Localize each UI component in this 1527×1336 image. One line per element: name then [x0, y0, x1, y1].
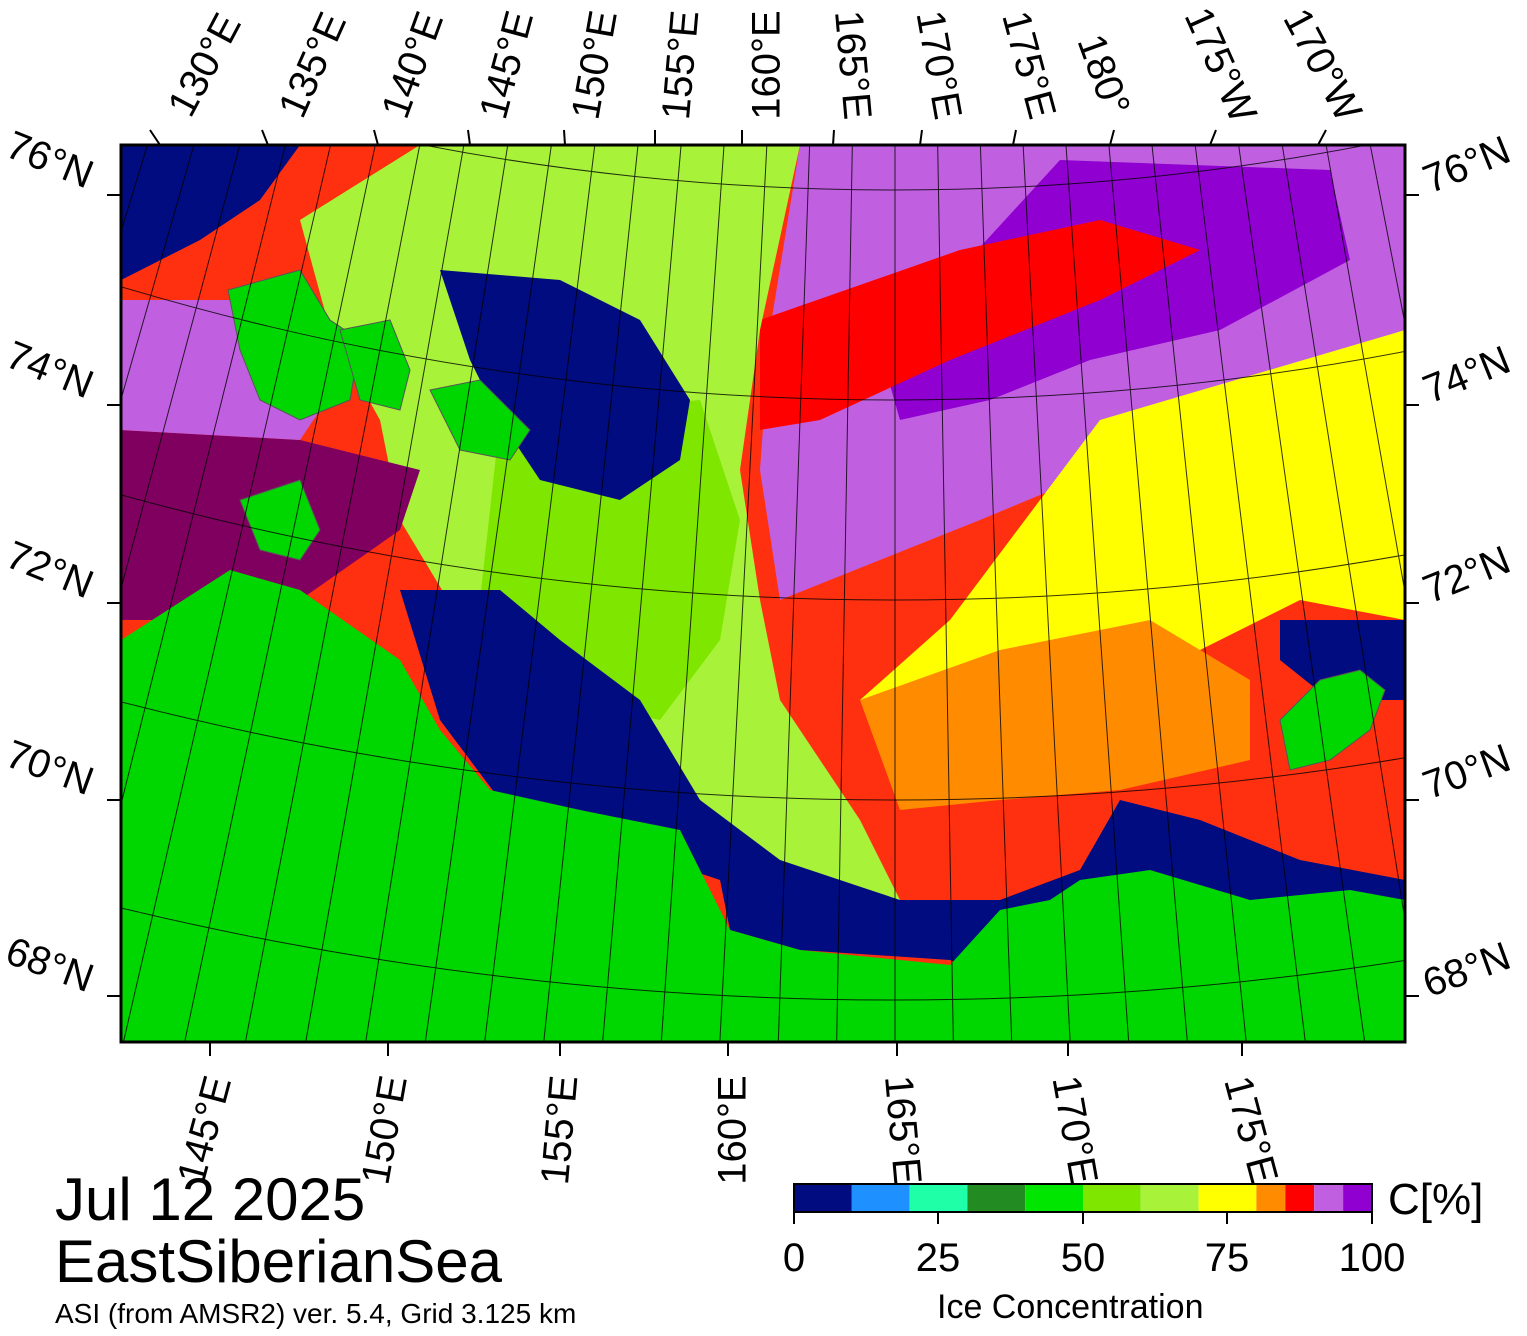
colorbar-swatch — [909, 1184, 968, 1212]
colorbar-ticks — [793, 1212, 1373, 1224]
colorbar-swatch — [1256, 1184, 1286, 1212]
colorbar-swatch — [1083, 1184, 1141, 1212]
colorbar-swatch — [1343, 1184, 1372, 1212]
meridian-line — [1065, 145, 1130, 1042]
frame-ticks — [107, 129, 1419, 1056]
colorbar-title: Ice Concentration — [937, 1288, 1204, 1326]
meridian-line — [660, 145, 725, 1042]
meridian-line — [121, 145, 241, 591]
colorbar-swatch — [1314, 1184, 1344, 1212]
ice-red-band — [760, 220, 1200, 430]
lon-label-top-165e: 165°E — [826, 8, 880, 122]
meridian-line — [1325, 145, 1405, 596]
meridian-line — [305, 145, 465, 1042]
colorbar-swatch — [794, 1184, 852, 1212]
colorbar-swatch — [1140, 1184, 1199, 1212]
lon-label-bottom-155e: 155°E — [533, 1073, 587, 1187]
colorbar — [794, 1184, 1373, 1212]
meridian-line — [244, 145, 421, 1042]
meridian-line — [424, 145, 552, 1042]
meridian-line — [836, 145, 853, 1042]
colorbar-swatch — [851, 1184, 910, 1212]
lon-label-top-160e: 160°E — [744, 10, 789, 120]
meridian-line — [1108, 145, 1188, 1042]
meridian-line — [719, 145, 768, 1042]
meridian-line — [979, 145, 1013, 1042]
lon-label-bottom-160e: 160°E — [710, 1075, 755, 1185]
lon-label-top-155e: 155°E — [654, 8, 708, 122]
meridian-line — [1194, 145, 1306, 1042]
colorbar-tick-100: 100 — [1338, 1236, 1406, 1280]
land-wrangel-island — [1279, 669, 1386, 771]
colorbar-tick-0: 0 — [782, 1236, 806, 1280]
meridian-line — [937, 145, 954, 1042]
meridian-line — [1369, 145, 1405, 327]
colorbar-tick-25: 25 — [915, 1236, 961, 1280]
ice-orange-region — [860, 620, 1250, 810]
meridian-line — [1490, 0, 1527, 1274]
map-date: Jul 12 2025 — [55, 1166, 366, 1233]
meridian-line — [602, 145, 682, 1042]
meridian-line — [1281, 145, 1405, 924]
meridian-line — [777, 145, 811, 1042]
meridian-line — [1238, 145, 1366, 1042]
meridian-line — [1412, 0, 1527, 1305]
meridian-line — [365, 145, 509, 1042]
colorbar-swatch — [967, 1184, 1026, 1212]
meridian-line — [1451, 0, 1527, 1290]
meridian-line — [1022, 145, 1071, 1042]
data-source-caption: ASI (from AMSR2) ver. 5.4, Grid 3.125 km — [55, 1298, 577, 1329]
meridian-line — [543, 145, 639, 1042]
meridian-line — [484, 145, 596, 1042]
colorbar-tick-50: 50 — [1060, 1236, 1106, 1280]
open-water-east — [1280, 620, 1405, 700]
open-water-northwest — [121, 145, 300, 280]
colorbar-unit-label: C[%] — [1388, 1175, 1484, 1224]
map-region-title: EastSiberianSea — [55, 1228, 502, 1295]
land-kotelny-island — [227, 269, 361, 421]
colorbar-swatch — [1025, 1184, 1083, 1212]
colorbar-swatch — [1285, 1184, 1315, 1212]
meridian-line — [121, 145, 286, 807]
map-frame — [119, 143, 1407, 1044]
land-faddeyevsky-island — [339, 319, 411, 411]
meridian-line — [184, 145, 376, 1042]
land-new-siberia-island — [429, 379, 531, 461]
meridian-line — [1151, 145, 1247, 1042]
lon-label-bottom-165e: 165°E — [876, 1073, 930, 1187]
colorbar-tick-75: 75 — [1204, 1236, 1250, 1280]
meridian-line — [122, 145, 332, 1042]
colorbar-swatch — [1198, 1184, 1257, 1212]
